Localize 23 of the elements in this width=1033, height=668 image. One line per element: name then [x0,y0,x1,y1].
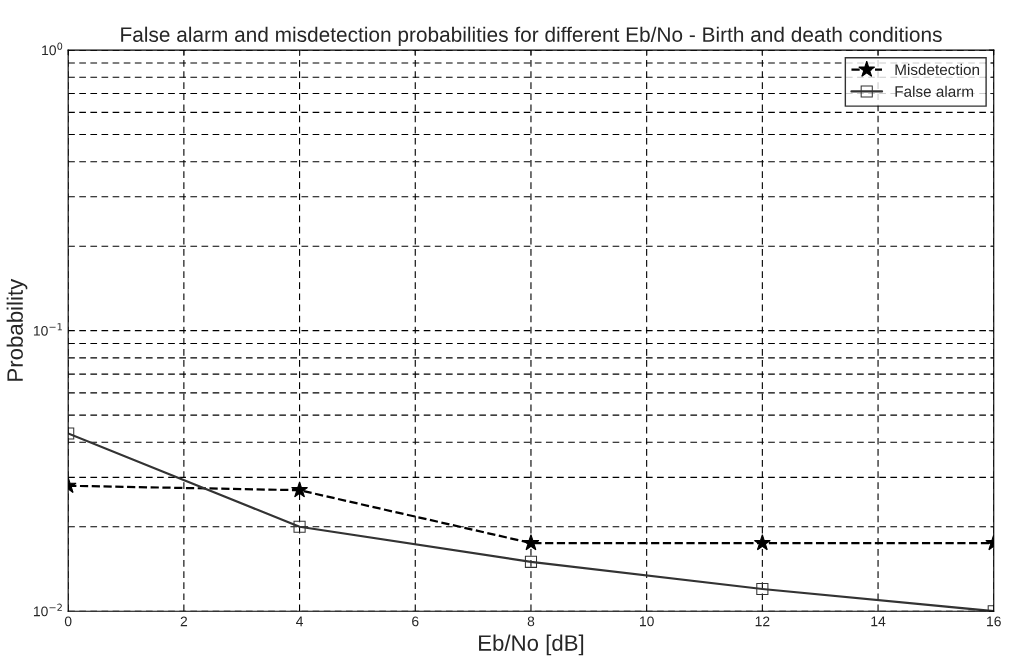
x-tick-label: 8 [527,616,535,627]
point [524,555,538,568]
x-tick-label: 2 [180,616,188,627]
x-tick-label: 0 [64,616,72,627]
y-axis-title: Probability [6,278,28,381]
point [753,534,771,551]
x-tick-label: 12 [755,616,770,627]
point [756,582,769,596]
point [522,534,540,551]
x-tick-label: 10 [639,616,654,627]
chart-title: False alarm and misdetection probabilities for different Eb/No - Birth and death conditions [121,26,942,47]
x-tick-label: 14 [871,616,886,627]
y-tick-label: 10$^{−1}$ [33,323,62,336]
y-tick-label: 10$^{−2}$ [33,603,62,617]
y-tick-label: 10$^{0}$ [42,42,63,56]
legend-label: False alarm [895,85,974,97]
x-tick-label: 6 [412,616,419,627]
point [291,481,309,498]
x-axis-title: Eb/No [dB] [479,634,584,656]
x-tick-label: 16 [987,616,1001,627]
x-tick-label: 4 [296,616,304,627]
point [293,520,306,533]
legend-label: Misdetection [895,63,980,76]
